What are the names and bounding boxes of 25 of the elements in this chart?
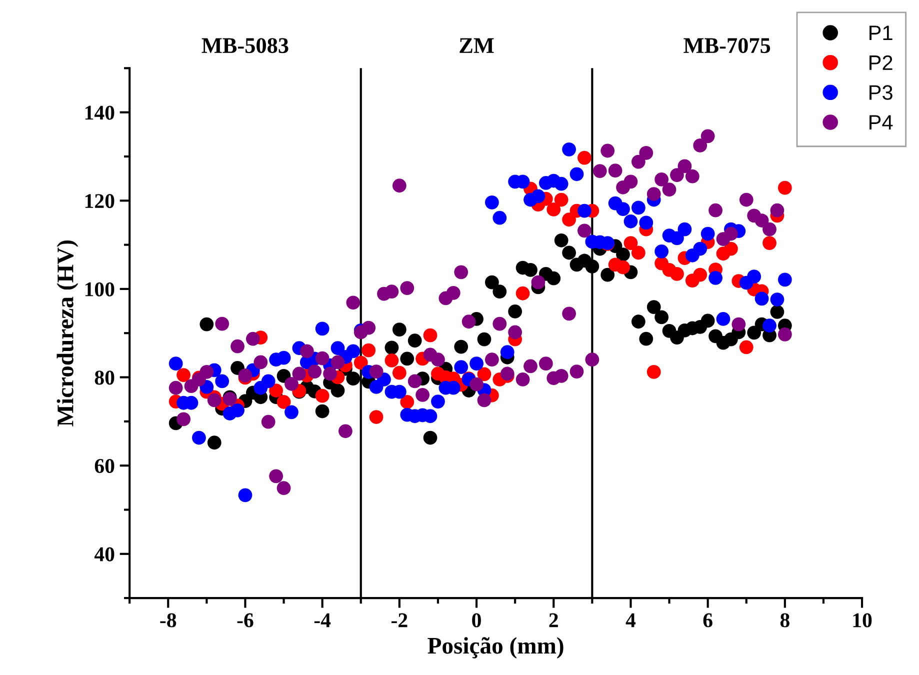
legend-label: P4 (870, 115, 893, 130)
y-axis-title: Microdureza (HV) (56, 240, 78, 426)
y-tick-label: 140 (85, 106, 114, 120)
text: MB-7075 (684, 38, 770, 54)
y-tick-label: 80 (94, 370, 114, 385)
y-tick-label: 60 (94, 458, 114, 474)
x-tick-label: -8 (160, 613, 176, 628)
y-tick-label: 40 (94, 547, 114, 562)
x-tick-label: 6 (703, 613, 712, 628)
x-tick-label: 10 (853, 613, 872, 628)
legend-label: P3 (870, 85, 892, 100)
x-tick-label: 8 (780, 613, 790, 628)
y-tick-label: 100 (85, 282, 114, 296)
legend-label: P1 (870, 26, 892, 40)
x-tick-label: -2 (392, 613, 408, 628)
x-tick-label: 4 (626, 613, 636, 628)
x-tick-label: 0 (472, 613, 481, 628)
y-tick-label: 120 (85, 194, 114, 208)
text: MB-5083 (202, 38, 288, 54)
x-tick-label: -6 (237, 613, 254, 628)
text: ZM (460, 38, 494, 53)
x-axis-title: Posição (mm) (428, 637, 564, 659)
x-tick-label: 2 (549, 613, 558, 628)
legend-label: P2 (870, 55, 892, 70)
x-tick-label: -4 (314, 613, 331, 628)
